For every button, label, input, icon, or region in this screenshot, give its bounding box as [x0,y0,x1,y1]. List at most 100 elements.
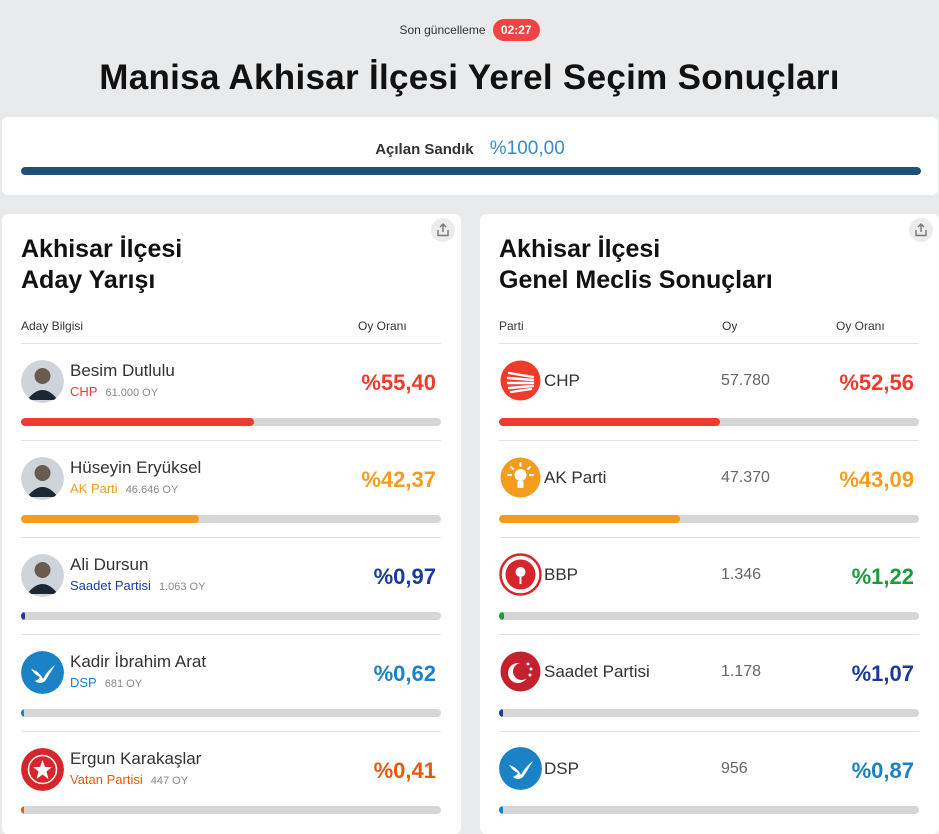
last-update-label: Son güncelleme [399,23,486,37]
share-icon [437,223,449,237]
candidate-panel-title: Akhisar İlçesi Aday Yarışı [21,235,183,294]
party-vote-bar [499,709,919,717]
candidate-meta: Saadet Partisi 1.063 OY [70,578,205,593]
vatan-star-icon [21,748,64,791]
candidate-row: Ali Dursun Saadet Partisi 1.063 OY %0,97 [21,537,441,634]
candidate-name: Ali Dursun [70,555,149,574]
party-row: AK Parti 47.370 %43,09 [499,440,919,537]
candidate-vote-bar [21,709,441,717]
ballot-progress-bar [21,167,921,175]
akp-logo-icon [499,456,542,499]
party-vote-bar-fill [499,806,503,814]
party-vote-bar-fill [499,418,720,426]
candidate-party: DSP [70,675,97,690]
party-votes: 47.370 [721,469,770,486]
candidate-votes: 61.000 OY [105,387,159,399]
col-party-header: Parti [499,319,524,333]
ballot-value: %100,00 [489,138,565,159]
bbp-logo-icon [499,553,542,596]
candidate-votes: 447 OY [150,775,189,787]
candidate-name: Kadir İbrahim Arat [70,652,207,671]
last-update-time-badge: 02:27 [492,19,540,41]
party-vote-bar-fill [499,709,504,717]
candidate-avatar [21,360,64,403]
candidate-party: Saadet Partisi [70,578,151,593]
ballot-progress-fill [21,167,921,175]
candidate-vote-bar-fill [21,418,254,426]
candidate-vote-bar-fill [21,612,26,620]
candidate-row: Ergun Karakaşlar Vatan Partisi 447 OY %0,41 [21,731,441,828]
dsp-dove-icon [21,651,64,694]
candidate-percentage: %0,41 [373,758,436,783]
candidate-votes: 1.063 OY [158,581,206,593]
party-name: CHP [544,371,580,390]
candidate-vote-bar-fill [21,515,199,523]
dsp-logo-icon [499,747,542,790]
candidate-meta: Vatan Partisi 447 OY [70,772,188,787]
candidate-party: Vatan Partisi [70,772,143,787]
party-percentage: %0,87 [851,758,914,783]
candidate-party: CHP [70,384,98,399]
ballot-label: Açılan Sandık [375,141,474,158]
saadet-logo-icon [499,650,542,693]
party-vote-bar [499,806,919,814]
council-panel-title: Akhisar İlçesi Genel Meclis Sonuçları [499,235,773,294]
candidate-percentage: %55,40 [361,370,436,395]
party-row: CHP 57.780 %52,56 [499,343,919,440]
party-row: BBP 1.346 %1,22 [499,537,919,634]
candidate-votes: 46.646 OY [125,484,179,496]
party-vote-bar-fill [499,612,505,620]
candidate-vote-bar [21,515,441,523]
col-rate-header: Oy Oranı [358,319,407,333]
party-votes: 956 [721,760,748,777]
party-name: Saadet Partisi [544,662,650,681]
share-icon [915,223,927,237]
party-percentage: %1,22 [851,564,914,589]
party-row: Saadet Partisi 1.178 %1,07 [499,634,919,731]
chp-logo-icon [499,359,542,402]
party-percentage: %52,56 [839,370,914,395]
candidate-percentage: %42,37 [361,467,436,492]
candidate-party: AK Parti [70,481,118,496]
candidate-meta: DSP 681 OY [70,675,142,690]
col-rate-header: Oy Oranı [836,319,885,333]
candidate-meta: CHP 61.000 OY [70,384,158,399]
candidate-name: Besim Dutlulu [70,361,175,380]
col-candidate-header: Aday Bilgisi [21,319,84,333]
candidate-row: Kadir İbrahim Arat DSP 681 OY %0,62 [21,634,441,731]
party-vote-bar-fill [499,515,680,523]
share-button[interactable] [431,218,455,242]
last-update: Son güncelleme 02:27 [0,19,939,41]
candidate-name: Hüseyin Eryüksel [70,458,202,477]
party-vote-bar [499,515,919,523]
party-vote-bar [499,612,919,620]
candidate-percentage: %0,62 [373,661,436,686]
ballot-progress-card: Açılan Sandık %100,00 [2,117,938,195]
candidate-avatar [21,554,64,597]
col-votes-header: Oy [722,319,738,333]
party-vote-bar [499,418,919,426]
candidate-vote-bar [21,418,441,426]
party-row: DSP 956 %0,87 [499,731,919,828]
party-percentage: %43,09 [839,467,914,492]
candidate-votes: 681 OY [104,678,143,690]
candidate-meta: AK Parti 46.646 OY [70,481,178,496]
candidate-vote-bar-fill [21,806,25,814]
party-name: DSP [544,759,579,778]
candidate-avatar [21,457,64,500]
party-name: AK Parti [544,468,607,487]
council-results-panel: Akhisar İlçesi Genel Meclis Sonuçları Pa… [480,214,939,834]
candidate-row: Hüseyin Eryüksel AK Parti 46.646 OY %42,37 [21,440,441,537]
candidate-percentage: %0,97 [373,564,436,589]
party-name: BBP [544,565,579,584]
party-votes: 1.178 [721,663,762,680]
candidate-vote-bar [21,806,441,814]
candidate-race-panel: Akhisar İlçesi Aday Yarışı Aday Bilgisi … [2,214,461,834]
party-votes: 1.346 [721,566,762,583]
candidate-row: Besim Dutlulu CHP 61.000 OY %55,40 [21,343,441,440]
party-votes: 57.780 [721,372,770,389]
party-percentage: %1,07 [851,661,914,686]
candidate-vote-bar [21,612,441,620]
share-button[interactable] [909,218,933,242]
candidate-vote-bar-fill [21,709,25,717]
